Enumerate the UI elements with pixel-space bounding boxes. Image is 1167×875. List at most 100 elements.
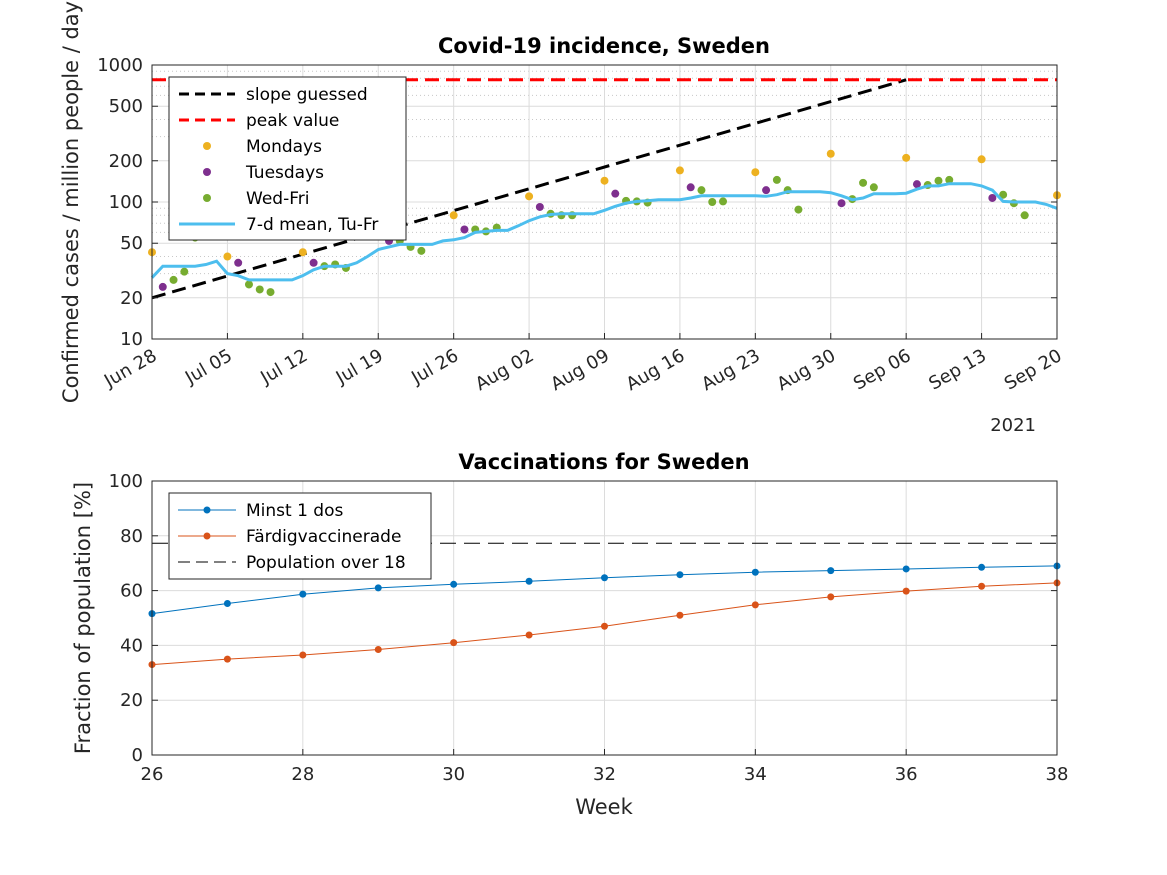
mondays-point (223, 252, 232, 261)
f-rdigvaccinerade-point (374, 646, 382, 654)
vaccination-y-axis-label: Fraction of population [%] (71, 482, 95, 754)
vaccination-ticks: 0 20 40 60 80 100 26 28 30 32 34 36 38 (109, 471, 1069, 785)
minst-1-dos-point (525, 577, 533, 585)
legend-mondays-label: Mondays (246, 137, 322, 157)
tuesdays-point (837, 199, 846, 208)
incidence-x-tick-label: Jul 19 (332, 345, 387, 389)
tuesdays-point (912, 180, 921, 189)
incidence-x-tick-label: Aug 30 (774, 345, 840, 395)
incidence-x-tick-label: Jul 12 (256, 345, 311, 389)
wed-fri-point (934, 176, 943, 185)
wed-fri-point (180, 267, 189, 276)
minst-1-dos-point (978, 563, 986, 571)
minst-1-dos-point (676, 571, 684, 579)
minst-1-dos-point (827, 567, 835, 575)
incidence-y-tick-label: 1000 (97, 55, 143, 76)
vaccination-y-tick-label: 40 (120, 635, 143, 656)
incidence-x-tick-label: Sep 06 (850, 345, 915, 394)
legend-wed-fri-marker (203, 194, 211, 202)
minst-1-dos-point (374, 584, 382, 592)
vaccination-title: Vaccinations for Sweden (458, 450, 749, 474)
wed-fri-point (945, 175, 954, 184)
legend-slope-guessed-label: slope guessed (246, 85, 368, 105)
vaccination-y-tick-label: 100 (109, 471, 143, 492)
incidence-title: Covid-19 incidence, Sweden (438, 34, 770, 58)
legend-population-over-18-label: Population over 18 (246, 553, 406, 573)
incidence-chart: 10 20 50 100 200 500 1000 Jun 28 Jul 05 Jul 12 Jul… (59, 1, 1066, 436)
incidence-y-tick-label: 50 (120, 233, 143, 254)
f-rdigvaccinerade-point (978, 582, 986, 590)
incidence-x-tick-label: Sep 13 (925, 345, 990, 394)
mondays-point (600, 176, 609, 185)
legend-minst-1-dos-marker (203, 506, 211, 514)
wed-fri-point (255, 285, 264, 294)
wed-fri-point (169, 275, 178, 284)
mondays-point (977, 155, 986, 164)
incidence-x-tick-label: Jul 26 (407, 345, 462, 389)
7-d-mean-tu-fr-line (150, 182, 1058, 282)
legend-7d-mean-label: 7-d mean, Tu-Fr (246, 215, 378, 235)
vaccination-x-tick-label: 28 (291, 764, 314, 785)
vaccination-x-axis-label: Week (575, 795, 633, 819)
legend-wed-fri-label: Wed-Fri (246, 189, 309, 209)
incidence-series (148, 78, 1061, 300)
tuesdays-point (611, 189, 620, 198)
legend-tuesdays-marker (203, 168, 211, 176)
mondays-point (675, 166, 684, 175)
vaccination-x-tick-label: 38 (1046, 764, 1069, 785)
incidence-x-tick-label: Jun 28 (100, 345, 161, 392)
incidence-x-tick-label: Jul 05 (181, 345, 236, 389)
vaccination-chart: 0 20 40 60 80 100 26 28 30 32 34 36 38 Vaccinations … (71, 450, 1068, 819)
legend-fardigvaccinerade-label: Färdigvaccinerade (246, 527, 401, 547)
vaccination-x-tick-label: 32 (593, 764, 616, 785)
f-rdigvaccinerade-point (902, 587, 910, 595)
incidence-x-tick-label: Aug 02 (472, 345, 538, 395)
f-rdigvaccinerade-point (525, 631, 533, 639)
f-rdigvaccinerade-point (299, 651, 307, 659)
tuesdays-point (988, 193, 997, 202)
incidence-x-tick-label: Aug 23 (698, 345, 764, 395)
minst-1-dos-point (601, 574, 608, 582)
wed-fri-point (697, 186, 706, 195)
vaccination-y-tick-label: 20 (120, 690, 143, 711)
vaccination-x-tick-label: 34 (744, 764, 767, 785)
wed-fri-point (719, 197, 728, 206)
f-rdigvaccinerade-point (223, 655, 231, 663)
incidence-x-tick-label: Aug 09 (547, 345, 613, 395)
f-rdigvaccinerade-point (601, 622, 608, 630)
mondays-point (298, 248, 307, 257)
wed-fri-point (417, 246, 426, 255)
f-rdigvaccinerade-point (827, 593, 835, 601)
wed-fri-point (708, 198, 717, 206)
incidence-x-tick-label: Sep 20 (1001, 345, 1066, 394)
tuesdays-point (234, 258, 243, 267)
incidence-y-axis-label: Confirmed cases / million people / day (59, 1, 83, 403)
vaccination-x-tick-label: 36 (895, 764, 918, 785)
vaccination-x-tick-label: 26 (141, 764, 164, 785)
mondays-point (826, 149, 835, 158)
minst-1-dos-point (299, 590, 307, 598)
vaccination-y-tick-label: 80 (120, 526, 143, 547)
incidence-year-label: 2021 (990, 415, 1036, 436)
wed-fri-point (266, 288, 275, 297)
wed-fri-point (244, 280, 253, 289)
legend-fardigvaccinerade-marker (203, 532, 211, 540)
mondays-point (449, 211, 458, 220)
vaccination-legend: Minst 1 dos Färdigvaccinerade Population… (168, 492, 432, 580)
mondays-point (751, 168, 760, 177)
tuesdays-point (158, 282, 167, 291)
wed-fri-point (869, 183, 878, 192)
incidence-y-tick-label: 100 (109, 192, 143, 213)
minst-1-dos-point (450, 580, 458, 588)
wed-fri-point (1020, 211, 1029, 220)
tuesdays-point (762, 186, 771, 195)
minst-1-dos-point (902, 565, 910, 573)
mondays-point (525, 192, 534, 201)
mondays-point (902, 153, 911, 162)
legend-peak-value-label: peak value (246, 111, 339, 131)
tuesdays-point (686, 183, 695, 192)
vaccination-y-tick-label: 0 (132, 745, 143, 766)
wed-fri-point (794, 205, 803, 214)
minst-1-dos-point (223, 599, 231, 607)
